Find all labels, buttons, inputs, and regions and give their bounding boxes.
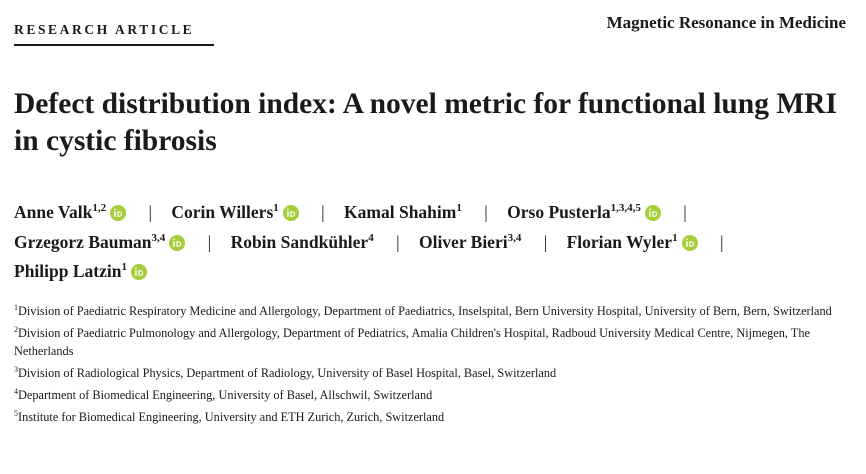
author-name: Robin Sandkühler bbox=[230, 231, 369, 252]
author-affiliation-refs: 4 bbox=[368, 231, 374, 244]
author-affiliation-refs: 1,2 bbox=[92, 202, 107, 214]
affiliation: 3Division of Radiological Physics, Depar… bbox=[14, 364, 844, 382]
journal-name: Magnetic Resonance in Medicine bbox=[606, 13, 846, 32]
author: Philipp Latzin1 bbox=[14, 261, 147, 281]
author-separator: | bbox=[321, 202, 325, 222]
author-name: Florian Wyler bbox=[566, 231, 673, 252]
article-title: Defect distribution index: A novel metri… bbox=[14, 88, 837, 157]
author: Anne Valk1,2 bbox=[14, 202, 127, 222]
author: Florian Wyler1 bbox=[567, 232, 698, 252]
author-affiliation-refs: 3,4 bbox=[151, 231, 166, 244]
author: Corin Willers1 bbox=[171, 202, 299, 222]
orcid-icon[interactable] bbox=[644, 205, 661, 221]
affiliation-text: Division of Radiological Physics, Depart… bbox=[18, 366, 557, 380]
affiliation-text: Division of Paediatric Pulmonology and A… bbox=[14, 326, 810, 358]
affiliation: 5Institute for Biomedical Engineering, U… bbox=[14, 408, 844, 426]
affiliation: 1Division of Paediatric Respiratory Medi… bbox=[14, 302, 844, 320]
affiliation: 4Department of Biomedical Engineering, U… bbox=[14, 386, 844, 404]
author-list: Anne Valk1,2 | Corin Willers1 | Kamal Sh… bbox=[14, 198, 804, 287]
author-separator: | bbox=[396, 231, 400, 252]
author: Orso Pusterla1,3,4,5 bbox=[507, 202, 661, 222]
author: Oliver Bieri3,4 bbox=[419, 232, 521, 252]
author-affiliation-refs: 3,4 bbox=[507, 231, 522, 244]
affiliation-number: 2 bbox=[14, 325, 18, 334]
author-name: Philipp Latzin bbox=[14, 261, 122, 281]
affiliation-text: Institute for Biomedical Engineering, Un… bbox=[18, 410, 445, 424]
author-affiliation-refs: 1 bbox=[456, 202, 462, 214]
author-separator: | bbox=[148, 202, 152, 222]
author-name: Grzegorz Bauman bbox=[14, 231, 152, 252]
affiliation: 2Division of Paediatric Pulmonology and … bbox=[14, 324, 844, 360]
affiliation-text: Department of Biomedical Engineering, Un… bbox=[18, 388, 433, 402]
author-name: Orso Pusterla bbox=[507, 202, 611, 222]
article-label: RESEARCH ARTICLE bbox=[14, 22, 195, 37]
author-name: Oliver Bieri bbox=[418, 231, 508, 252]
orcid-icon[interactable] bbox=[110, 205, 127, 221]
author: Grzegorz Bauman3,4 bbox=[14, 231, 186, 252]
author-separator: | bbox=[719, 231, 724, 252]
author: Kamal Shahim1 bbox=[344, 202, 462, 222]
author-separator: | bbox=[683, 202, 687, 222]
affiliation-number: 5 bbox=[14, 409, 18, 418]
orcid-icon[interactable] bbox=[130, 264, 147, 280]
author-affiliation-refs: 1 bbox=[273, 202, 279, 214]
author: Robin Sandkühler4 bbox=[231, 232, 374, 252]
orcid-icon[interactable] bbox=[681, 234, 698, 251]
author-name: Corin Willers bbox=[171, 202, 274, 222]
author-name: Anne Valk bbox=[14, 202, 93, 222]
affiliation-text: Division of Paediatric Respiratory Medic… bbox=[18, 304, 832, 318]
author-separator: | bbox=[207, 231, 212, 252]
label-underline bbox=[14, 44, 214, 46]
affiliation-number: 3 bbox=[14, 365, 18, 374]
author-separator: | bbox=[543, 231, 548, 252]
author-affiliation-refs: 1 bbox=[121, 261, 127, 273]
orcid-icon[interactable] bbox=[169, 234, 186, 251]
affiliation-list: 1Division of Paediatric Respiratory Medi… bbox=[14, 302, 844, 430]
affiliation-number: 1 bbox=[14, 303, 18, 312]
author-name: Kamal Shahim bbox=[344, 202, 457, 222]
author-affiliation-refs: 1 bbox=[672, 231, 678, 244]
affiliation-number: 4 bbox=[14, 387, 18, 396]
author-separator: | bbox=[484, 202, 488, 222]
orcid-icon[interactable] bbox=[282, 205, 299, 221]
author-affiliation-refs: 1,3,4,5 bbox=[610, 202, 641, 214]
